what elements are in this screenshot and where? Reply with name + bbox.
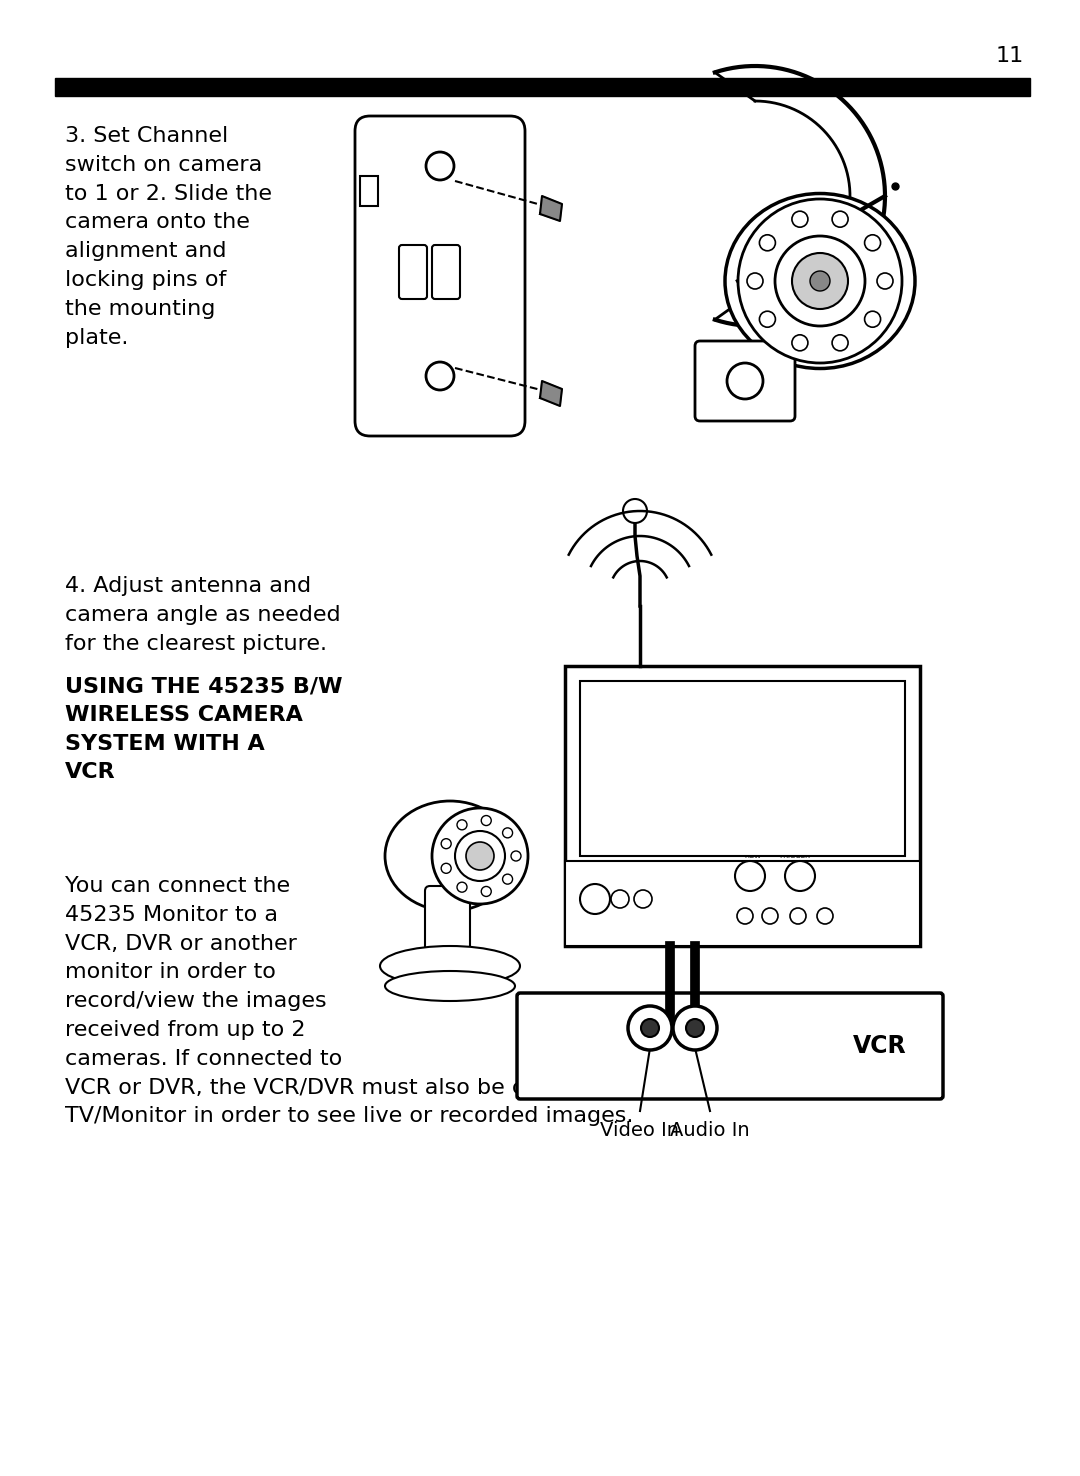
Circle shape bbox=[457, 819, 467, 830]
Circle shape bbox=[511, 852, 521, 861]
Circle shape bbox=[816, 908, 833, 924]
Circle shape bbox=[482, 887, 491, 896]
Circle shape bbox=[738, 199, 902, 363]
Circle shape bbox=[775, 236, 865, 326]
FancyBboxPatch shape bbox=[696, 341, 795, 421]
Circle shape bbox=[727, 363, 762, 399]
Bar bbox=[55, 78, 1030, 96]
Circle shape bbox=[441, 838, 451, 849]
Text: VIDEO  A/V  Video Out: VIDEO A/V Video Out bbox=[610, 863, 687, 869]
Circle shape bbox=[627, 1007, 672, 1049]
Ellipse shape bbox=[725, 193, 915, 369]
Bar bbox=[360, 176, 378, 207]
Circle shape bbox=[611, 890, 629, 908]
Circle shape bbox=[747, 273, 762, 289]
Polygon shape bbox=[540, 381, 562, 406]
Bar bbox=[580, 680, 905, 856]
FancyBboxPatch shape bbox=[426, 886, 470, 951]
Ellipse shape bbox=[380, 946, 519, 986]
Circle shape bbox=[789, 908, 806, 924]
Circle shape bbox=[432, 807, 528, 903]
Circle shape bbox=[634, 890, 652, 908]
Circle shape bbox=[441, 863, 451, 874]
Circle shape bbox=[810, 272, 831, 291]
Circle shape bbox=[865, 235, 880, 251]
Circle shape bbox=[759, 311, 775, 328]
Text: You can connect the
45235 Monitor to a
VCR, DVR or another
monitor in order to
r: You can connect the 45235 Monitor to a V… bbox=[65, 875, 649, 1126]
Circle shape bbox=[737, 908, 753, 924]
Circle shape bbox=[465, 841, 494, 869]
Circle shape bbox=[502, 828, 513, 838]
Circle shape bbox=[792, 335, 808, 351]
Circle shape bbox=[865, 311, 880, 328]
Circle shape bbox=[673, 1007, 717, 1049]
Text: Video In: Video In bbox=[600, 1120, 679, 1139]
Text: 4. Adjust antenna and
camera angle as needed
for the clearest picture.: 4. Adjust antenna and camera angle as ne… bbox=[65, 576, 340, 654]
Ellipse shape bbox=[384, 801, 515, 911]
Circle shape bbox=[457, 883, 467, 892]
Circle shape bbox=[642, 1018, 659, 1038]
Polygon shape bbox=[540, 196, 562, 221]
Circle shape bbox=[455, 831, 505, 881]
Circle shape bbox=[580, 884, 610, 914]
Bar bbox=[565, 861, 920, 946]
Text: 3. Set Channel
switch on camera
to 1 or 2. Slide the
camera onto the
alignment a: 3. Set Channel switch on camera to 1 or … bbox=[65, 125, 272, 348]
Circle shape bbox=[502, 874, 513, 884]
Circle shape bbox=[735, 861, 765, 892]
FancyBboxPatch shape bbox=[517, 993, 943, 1100]
Text: MONITOR: MONITOR bbox=[700, 716, 811, 737]
Text: USING THE 45235 B/W
WIRELESS CAMERA
SYSTEM WITH A
VCR: USING THE 45235 B/W WIRELESS CAMERA SYST… bbox=[65, 676, 342, 782]
Bar bbox=[565, 666, 920, 946]
Circle shape bbox=[792, 211, 808, 227]
Text: Audio In: Audio In bbox=[671, 1120, 750, 1139]
FancyBboxPatch shape bbox=[355, 117, 525, 435]
Circle shape bbox=[792, 252, 848, 308]
Circle shape bbox=[785, 861, 815, 892]
Text: VCR: VCR bbox=[853, 1035, 907, 1058]
Ellipse shape bbox=[384, 971, 515, 1001]
FancyBboxPatch shape bbox=[432, 245, 460, 300]
Circle shape bbox=[623, 499, 647, 523]
FancyBboxPatch shape bbox=[399, 245, 427, 300]
Circle shape bbox=[482, 816, 491, 825]
Circle shape bbox=[426, 362, 454, 390]
Circle shape bbox=[762, 908, 778, 924]
Text: 11: 11 bbox=[996, 46, 1024, 66]
Circle shape bbox=[426, 152, 454, 180]
Circle shape bbox=[686, 1018, 704, 1038]
Circle shape bbox=[832, 335, 848, 351]
Text: REW        TRIGGER: REW TRIGGER bbox=[745, 853, 810, 859]
Circle shape bbox=[832, 211, 848, 227]
Circle shape bbox=[877, 273, 893, 289]
Circle shape bbox=[759, 235, 775, 251]
